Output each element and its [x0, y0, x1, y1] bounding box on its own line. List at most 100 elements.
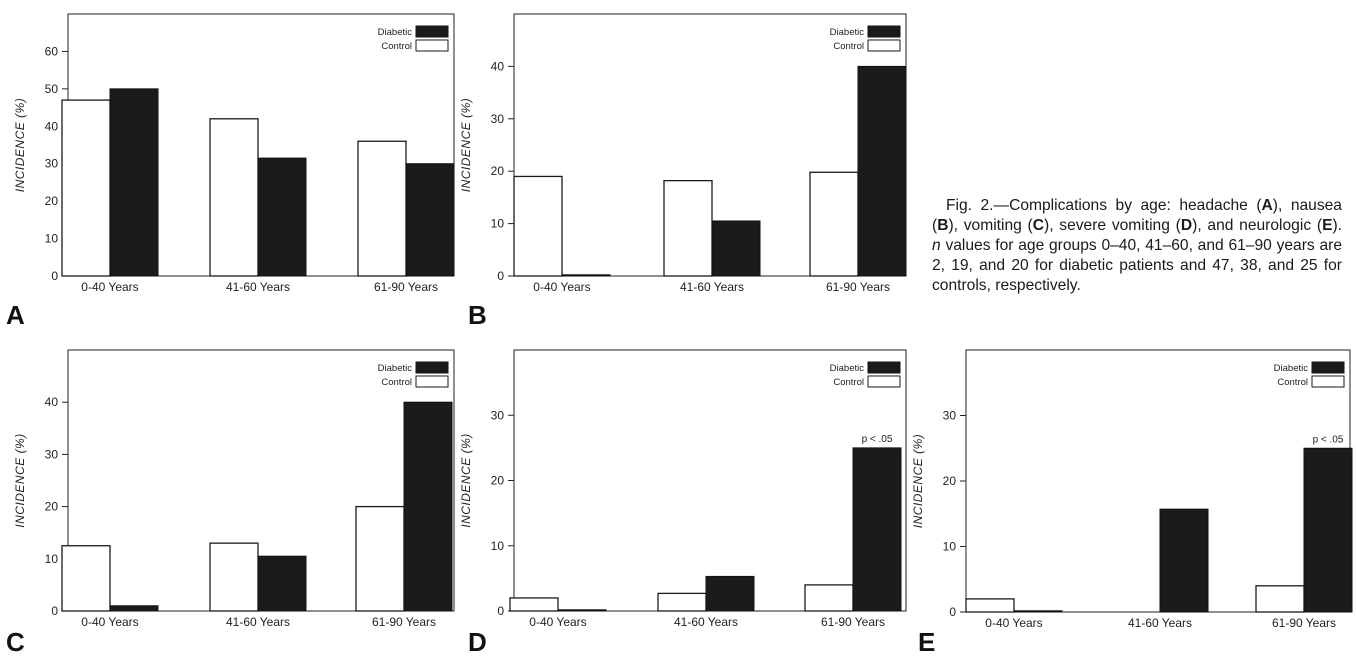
legend-swatch-control: [867, 375, 901, 388]
legend-swatch-control: [1311, 375, 1345, 388]
legend-label-control: Control: [381, 41, 412, 52]
y-tick-label: 10: [45, 552, 59, 566]
caption-text-5: ), and neurologic (: [1192, 217, 1323, 234]
bar-diabetic: [857, 65, 907, 277]
caption-text-6: ).: [1332, 217, 1342, 234]
bar-control: [1255, 585, 1305, 613]
y-tick-label: 0: [949, 605, 956, 619]
x-tick-label: 0-40 Years: [533, 280, 590, 294]
y-tick-label: 40: [491, 59, 505, 73]
legend-label-diabetic: Diabetic: [378, 363, 413, 374]
y-tick-label: 40: [45, 395, 59, 409]
bar-control: [965, 598, 1015, 613]
x-tick-label: 41-60 Years: [1128, 616, 1192, 630]
significance-annotation: p < .05: [862, 434, 893, 445]
legend-swatch-diabetic: [867, 25, 901, 38]
x-tick-label: 41-60 Years: [226, 615, 290, 629]
caption-ref-c: C: [1032, 217, 1045, 234]
legend-swatch-diabetic: [867, 361, 901, 374]
caption-text-4: ), severe vomiting (: [1044, 217, 1181, 234]
bar-diabetic: [705, 575, 755, 612]
y-tick-label: 0: [497, 269, 504, 283]
caption-n: n: [932, 237, 941, 254]
y-tick-label: 20: [491, 474, 505, 488]
chart-panel-b: 0 10 20 30 40 INCIDENCE (%) 0-40 Years 41-60 Ye…: [459, 13, 907, 330]
plot-frame: [965, 349, 1351, 613]
x-tick-label: 61-90 Years: [1272, 616, 1336, 630]
y-tick-label: 10: [943, 540, 957, 554]
caption-ref-b: B: [937, 217, 949, 234]
x-tick-label: 61-90 Years: [821, 615, 885, 629]
chart-panel-a: 0 10 20 30 40 50 60 INCIDENCE (%) 0-40 Years 41-6…: [6, 13, 455, 330]
bar-diabetic: [557, 609, 607, 612]
y-axis-label: INCIDENCE (%): [13, 98, 27, 193]
legend-label-control: Control: [833, 41, 864, 52]
y-tick-label: 20: [943, 474, 957, 488]
legend-label-diabetic: Diabetic: [830, 27, 865, 38]
y-tick-label: 30: [45, 157, 59, 171]
legend-label-diabetic: Diabetic: [1274, 363, 1309, 374]
y-tick-label: 30: [943, 409, 957, 423]
bar-diabetic: [405, 163, 455, 277]
panel-letter: A: [6, 300, 25, 330]
bar-control: [804, 584, 854, 612]
panel-letter: E: [918, 627, 935, 657]
bar-diabetic: [257, 555, 307, 612]
y-tick-label: 30: [491, 408, 505, 422]
bar-control: [357, 140, 407, 277]
y-tick-label: 20: [45, 500, 59, 514]
bar-control: [61, 545, 111, 612]
bar-diabetic: [1303, 447, 1353, 613]
legend-swatch-control: [415, 39, 449, 52]
legend-label-diabetic: Diabetic: [378, 27, 413, 38]
bar-diabetic: [109, 605, 159, 612]
legend-label-control: Control: [833, 377, 864, 388]
legend-swatch-diabetic: [1311, 361, 1345, 374]
y-tick-label: 10: [491, 217, 505, 231]
legend-swatch-control: [415, 375, 449, 388]
caption-text-1: Fig. 2.—Complications by age: headache (: [946, 197, 1262, 214]
y-tick-label: 60: [45, 44, 59, 58]
chart-panel-c: 0 10 20 30 40 INCIDENCE (%) 0-40 Years 41-60 Ye…: [6, 349, 455, 657]
legend-swatch-diabetic: [415, 25, 449, 38]
legend-label-control: Control: [1277, 377, 1308, 388]
bar-control: [209, 542, 259, 612]
bar-control: [809, 171, 859, 277]
x-tick-label: 0-40 Years: [81, 615, 138, 629]
bar-control: [663, 179, 713, 277]
y-tick-label: 0: [497, 604, 504, 618]
chart-panel-d: 0 10 20 30 INCIDENCE (%) 0-40 Years 41-60 Year…: [459, 349, 907, 657]
x-tick-label: 0-40 Years: [529, 615, 586, 629]
bar-diabetic: [403, 401, 453, 612]
legend-label-diabetic: Diabetic: [830, 363, 865, 374]
significance-annotation: p < .05: [1313, 434, 1344, 445]
bar-diabetic: [109, 88, 159, 277]
x-tick-label: 61-90 Years: [372, 615, 436, 629]
x-tick-label: 41-60 Years: [226, 280, 290, 294]
bar-control: [513, 175, 563, 277]
caption-text-7: values for age groups 0–40, 41–60, and 6…: [932, 237, 1342, 294]
y-tick-label: 0: [51, 604, 58, 618]
panel-letter: B: [468, 300, 487, 330]
y-tick-label: 50: [45, 82, 59, 96]
y-tick-label: 10: [491, 539, 505, 553]
x-tick-label: 41-60 Years: [674, 615, 738, 629]
legend-swatch-diabetic: [415, 361, 449, 374]
bar-control: [355, 505, 405, 612]
x-tick-label: 41-60 Years: [680, 280, 744, 294]
bar-control: [209, 118, 259, 277]
panel-letter: C: [6, 627, 25, 657]
y-tick-label: 20: [45, 194, 59, 208]
caption-text-3: ), vomiting (: [948, 217, 1033, 234]
bar-diabetic: [257, 157, 307, 277]
caption-ref-e: E: [1322, 217, 1333, 234]
y-axis-label: INCIDENCE (%): [911, 434, 925, 529]
x-tick-label: 61-90 Years: [826, 280, 890, 294]
bar-diabetic: [1013, 610, 1063, 613]
bar-diabetic: [1159, 508, 1209, 613]
bar-diabetic: [561, 274, 611, 277]
x-tick-label: 0-40 Years: [985, 616, 1042, 630]
y-tick-label: 0: [51, 269, 58, 283]
bar-control: [61, 99, 111, 277]
bar-control: [509, 597, 559, 612]
